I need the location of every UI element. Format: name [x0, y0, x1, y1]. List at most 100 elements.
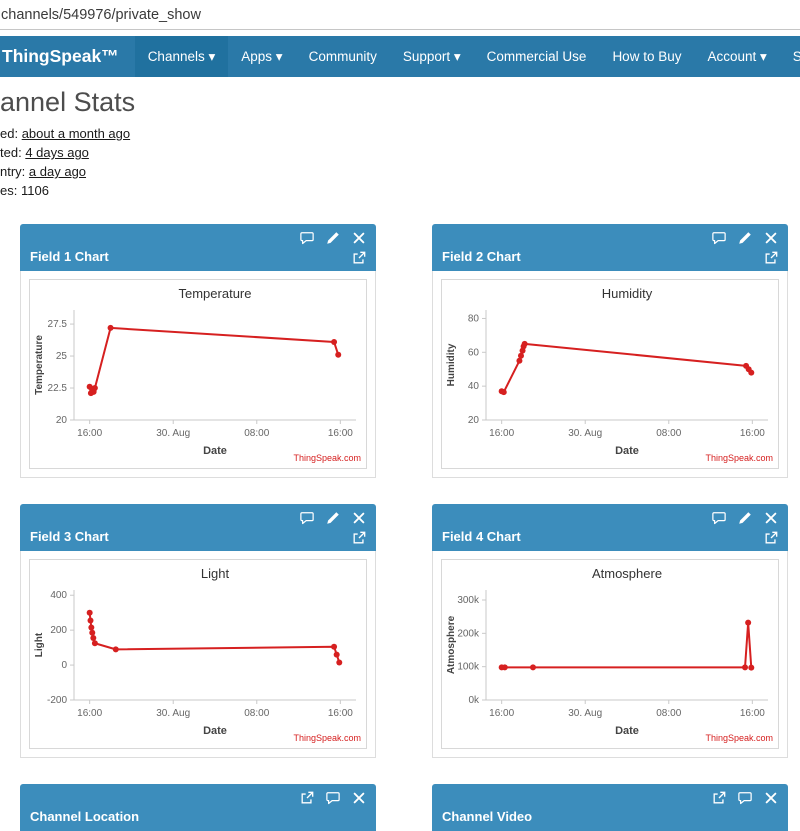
field4-atmosphere-chart: 0k 100k 200k 300k 16:00 30. Aug 08:00 16:00 Atmo… [441, 559, 779, 749]
chart-svg: -200 0 200 400 16:00 30. Aug 08:00 16:00 Light Da… [34, 566, 361, 743]
comment-icon[interactable] [712, 511, 726, 525]
svg-text:Atmosphere: Atmosphere [446, 615, 457, 674]
export-icon[interactable] [764, 531, 778, 545]
svg-text:16:00: 16:00 [489, 428, 514, 439]
comment-icon[interactable] [326, 791, 340, 805]
svg-text:08:00: 08:00 [244, 428, 269, 439]
browser-address-bar[interactable]: channels/549976/private_show [0, 0, 800, 30]
panel-title: Field 3 Chart [30, 529, 109, 544]
svg-text:Date: Date [203, 725, 227, 737]
field3-light-chart: -200 0 200 400 16:00 30. Aug 08:00 16:00 Light Da… [29, 559, 367, 749]
edit-icon[interactable] [738, 511, 752, 525]
panel-field3-body: -200 0 200 400 16:00 30. Aug 08:00 16:00 Light Da… [20, 551, 376, 758]
svg-text:0k: 0k [468, 695, 480, 706]
page-title: annel Stats [0, 87, 136, 117]
svg-text:Date: Date [615, 725, 639, 737]
svg-text:40: 40 [468, 381, 480, 392]
svg-text:16:00: 16:00 [77, 708, 102, 719]
svg-text:27.5: 27.5 [48, 319, 68, 330]
stat-updated-value: 4 days ago [25, 145, 89, 160]
svg-text:ThingSpeak.com: ThingSpeak.com [293, 453, 361, 463]
stat-last-entry: ntry: a day ago [0, 162, 800, 181]
panel-field1-body: 20 22.5 25 27.5 16:00 30. Aug 08:00 16:00 Temper… [20, 271, 376, 478]
panel-field1: Field 1 Chart 20 22.5 25 27.5 16:00 30. Aug 08… [20, 224, 376, 478]
stat-entries-value: 1106 [20, 183, 49, 198]
nav-apps[interactable]: Apps ▾ [241, 48, 283, 64]
svg-text:08:00: 08:00 [656, 708, 681, 719]
export-icon[interactable] [352, 251, 366, 265]
field2-humidity-chart: 20 40 60 80 16:00 30. Aug 08:00 16:00 Humidity Da… [441, 279, 779, 469]
svg-text:ThingSpeak.com: ThingSpeak.com [705, 453, 773, 463]
svg-text:30. Aug: 30. Aug [156, 708, 190, 719]
chart-svg: 20 40 60 80 16:00 30. Aug 08:00 16:00 Humidity Da… [446, 286, 773, 463]
nav-sign-out[interactable]: Si [792, 49, 800, 64]
panel-field4-header: Field 4 Chart [432, 504, 788, 551]
svg-text:ThingSpeak.com: ThingSpeak.com [293, 733, 361, 743]
close-icon[interactable] [352, 231, 366, 245]
svg-text:16:00: 16:00 [328, 708, 353, 719]
panel-field2-header: Field 2 Chart [432, 224, 788, 271]
comment-icon[interactable] [738, 791, 752, 805]
svg-text:Temperature: Temperature [34, 335, 45, 395]
svg-text:Light: Light [34, 632, 45, 657]
nav-support[interactable]: Support ▾ [402, 48, 461, 64]
url-text: channels/549976/private_show [1, 6, 201, 23]
export-icon[interactable] [352, 531, 366, 545]
panel-field4: Field 4 Chart 0k 100k 200k 300k 16:00 30. Aug… [432, 504, 788, 758]
close-icon[interactable] [764, 791, 778, 805]
svg-text:60: 60 [468, 347, 480, 358]
panel-field3-header: Field 3 Chart [20, 504, 376, 551]
edit-icon[interactable] [326, 231, 340, 245]
svg-text:Date: Date [203, 445, 227, 457]
comment-icon[interactable] [300, 231, 314, 245]
svg-text:16:00: 16:00 [740, 708, 765, 719]
nav-commercial-use[interactable]: Commercial Use [486, 49, 587, 64]
stat-last-entry-value: a day ago [28, 164, 87, 179]
stat-last-entry-label: ntry: [0, 164, 26, 179]
export-icon[interactable] [712, 791, 726, 805]
navbar-right: Commercial Use How to Buy Account ▾ Si [474, 36, 800, 77]
svg-text:22.5: 22.5 [48, 383, 68, 394]
svg-text:Atmosphere: Atmosphere [592, 566, 662, 581]
stat-updated-label: ted: [0, 145, 22, 160]
nav-channels[interactable]: Channels ▾ [134, 36, 229, 77]
chart-svg: 20 22.5 25 27.5 16:00 30. Aug 08:00 16:00 Temper… [34, 286, 361, 463]
svg-text:300k: 300k [457, 595, 480, 606]
nav-community[interactable]: Community [308, 49, 377, 64]
panel-channel-location: Channel Location [20, 784, 376, 831]
navbar: ThingSpeak™ Channels ▾ Apps ▾ Community … [0, 36, 800, 77]
svg-text:Temperature: Temperature [179, 286, 252, 301]
stat-entries: es: 1106 [0, 181, 800, 200]
svg-text:16:00: 16:00 [489, 708, 514, 719]
nav-account[interactable]: Account ▾ [707, 48, 767, 64]
export-icon[interactable] [300, 791, 314, 805]
svg-text:ThingSpeak.com: ThingSpeak.com [705, 733, 773, 743]
panel-field2: Field 2 Chart 20 40 60 80 16:00 30. Aug 08:00 1… [432, 224, 788, 478]
close-icon[interactable] [352, 511, 366, 525]
close-icon[interactable] [352, 791, 366, 805]
svg-text:16:00: 16:00 [328, 428, 353, 439]
comment-icon[interactable] [300, 511, 314, 525]
svg-text:Light: Light [201, 566, 230, 581]
comment-icon[interactable] [712, 231, 726, 245]
close-icon[interactable] [764, 511, 778, 525]
panel-field3: Field 3 Chart -200 0 200 400 16:00 30. Aug 08:… [20, 504, 376, 758]
svg-text:Humidity: Humidity [602, 286, 653, 301]
svg-text:25: 25 [56, 351, 68, 362]
edit-icon[interactable] [326, 511, 340, 525]
svg-text:200: 200 [50, 625, 67, 636]
thingspeak-logo[interactable]: ThingSpeak™ [2, 46, 119, 66]
svg-text:200k: 200k [457, 628, 480, 639]
panel-channel-video: Channel Video [432, 784, 788, 831]
edit-icon[interactable] [738, 231, 752, 245]
svg-text:20: 20 [468, 415, 480, 426]
svg-text:0: 0 [61, 660, 67, 671]
svg-text:16:00: 16:00 [740, 428, 765, 439]
svg-text:30. Aug: 30. Aug [156, 428, 190, 439]
svg-text:20: 20 [56, 415, 68, 426]
close-icon[interactable] [764, 231, 778, 245]
svg-text:400: 400 [50, 590, 67, 601]
stat-updated: ted: 4 days ago [0, 143, 800, 162]
nav-how-to-buy[interactable]: How to Buy [612, 49, 682, 64]
export-icon[interactable] [764, 251, 778, 265]
